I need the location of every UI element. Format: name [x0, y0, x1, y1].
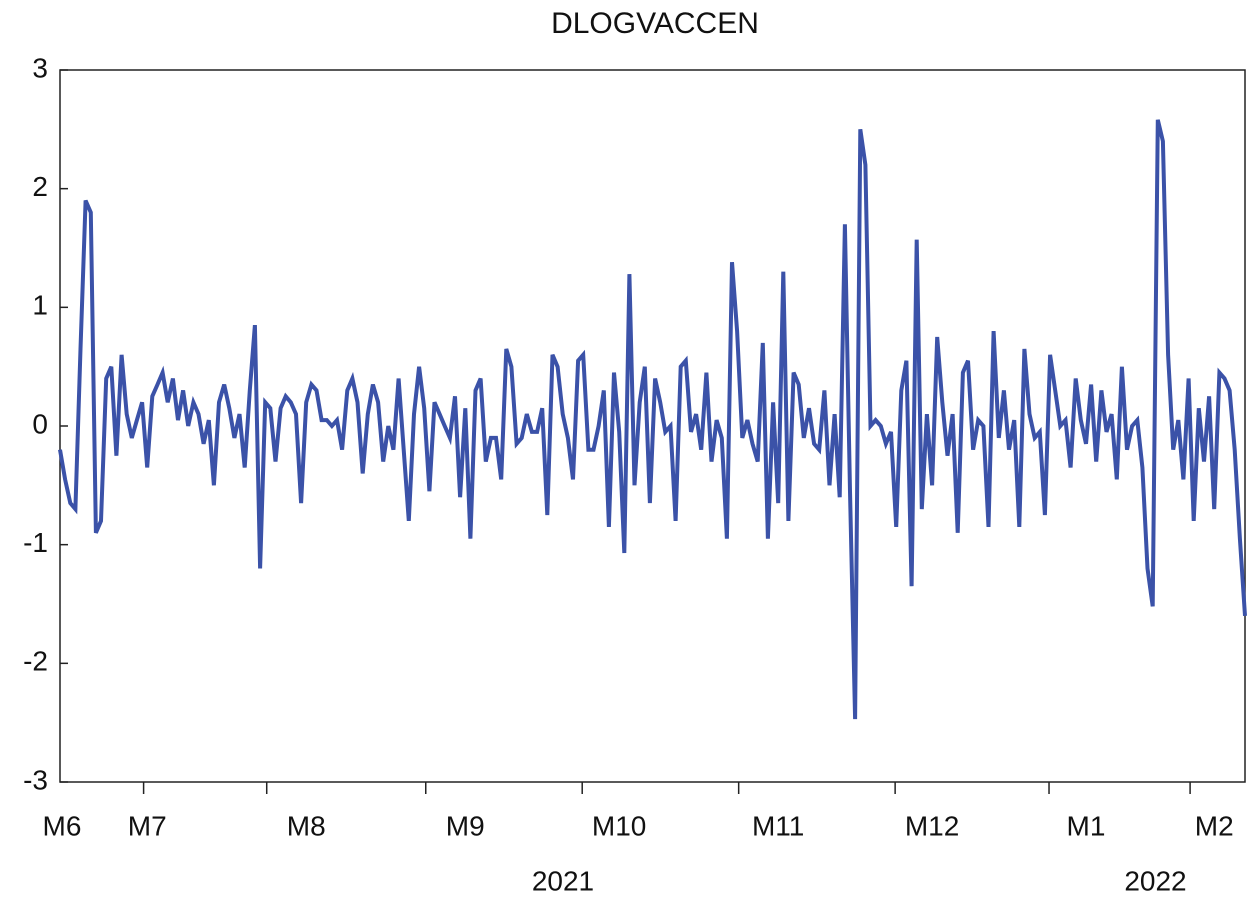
x-tick-label: M2: [1195, 810, 1234, 841]
chart-title: DLOGVACCEN: [551, 7, 759, 40]
x-tick-label: M9: [446, 810, 485, 841]
x-tick-label: M6: [43, 810, 82, 841]
x-group-label: 2022: [1124, 865, 1186, 896]
data-line: [58, 119, 1247, 720]
y-tick-label: -1: [23, 527, 48, 558]
x-tick-label: M12: [905, 810, 959, 841]
y-tick-label: 3: [32, 52, 48, 83]
x-tick-label: M8: [287, 810, 326, 841]
y-tick-label: -2: [23, 646, 48, 677]
y-tick-label: 0: [32, 408, 48, 439]
y-tick-label: -3: [23, 764, 48, 795]
x-group-label: 2021: [532, 865, 594, 896]
x-tick-label: M1: [1067, 810, 1106, 841]
x-tick-label: M7: [128, 810, 167, 841]
y-tick-label: 2: [32, 171, 48, 202]
x-tick-label: M10: [592, 810, 646, 841]
x-tick-label: M11: [752, 810, 804, 841]
y-tick-label: 1: [32, 290, 48, 321]
